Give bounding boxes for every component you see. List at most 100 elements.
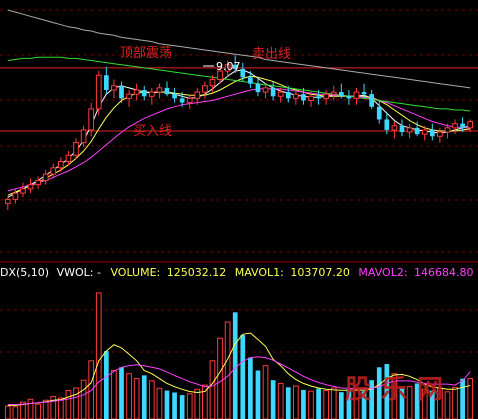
candle (277, 87, 284, 103)
volume-ma-line-2 (7, 356, 471, 405)
volume-bar (103, 351, 109, 419)
candle (12, 188, 19, 204)
candle-body (73, 142, 79, 156)
candle-body (141, 89, 147, 97)
candle-body (346, 96, 352, 99)
volume-bar (20, 401, 26, 419)
vwol-value: VWOL: - (57, 266, 101, 279)
volume-bar (50, 395, 57, 419)
candle-body (293, 93, 299, 99)
candle (399, 119, 405, 137)
volume-bar (186, 393, 193, 419)
volume-bar (330, 387, 337, 419)
volume-bar (209, 360, 216, 419)
candle (224, 60, 231, 78)
candle (330, 85, 337, 101)
volume-bar (194, 388, 201, 419)
candle-body (444, 127, 451, 133)
candle (111, 79, 117, 99)
candle-body (285, 92, 291, 99)
candle (301, 87, 306, 105)
candle (186, 94, 193, 109)
candle-body (406, 127, 413, 133)
candle-body (95, 74, 102, 110)
candle-body (126, 93, 132, 99)
candle-body (437, 131, 443, 137)
candle-body (338, 92, 344, 97)
candle-body (156, 87, 163, 93)
candle-body (460, 123, 465, 128)
buy-line-label: 买入线 (133, 124, 172, 139)
reference-lines (0, 67, 478, 132)
candle (270, 81, 276, 101)
volume-bar (316, 388, 321, 419)
candle (421, 125, 428, 141)
candle (391, 121, 398, 139)
candle (35, 176, 41, 189)
candle (255, 77, 261, 97)
indicator-prefix: DX(5,10) (0, 266, 49, 279)
ma-line-green (7, 56, 471, 112)
indicator-header: DX(5,10) VWOL: - VOLUME: 125032.12 MAVOL… (0, 266, 474, 279)
candle (285, 85, 291, 103)
candle (414, 121, 420, 137)
volume-bar (338, 392, 344, 419)
candle-body (20, 188, 26, 194)
volume-bar (148, 380, 155, 419)
candle (73, 138, 79, 160)
candle (346, 89, 352, 105)
candle (202, 81, 208, 99)
volume-bar (262, 365, 269, 419)
candle (88, 102, 95, 137)
candle-body (172, 94, 177, 99)
candle (80, 125, 87, 147)
candle (133, 83, 140, 101)
candle-body (27, 184, 34, 190)
candle (217, 66, 223, 84)
candle-body (58, 161, 64, 169)
candle-body (12, 192, 19, 200)
volume-value: 125032.12 (167, 266, 227, 279)
candle (361, 83, 367, 99)
volume-bar (414, 383, 420, 419)
volume-bar (73, 387, 79, 419)
volume-bar (255, 370, 261, 419)
volume-bar (277, 382, 284, 419)
volume-ma-line-1 (7, 332, 471, 406)
volume-bar (232, 312, 238, 419)
candle (172, 87, 177, 103)
candle (384, 113, 390, 135)
candle-body (452, 123, 458, 129)
volume-bar (126, 373, 132, 419)
candle-body (391, 125, 398, 131)
volume-bar (376, 367, 382, 419)
mavol2-label: MAVOL2: (358, 266, 407, 279)
sell-line-label: 卖出线 (252, 47, 291, 62)
candle-body (376, 106, 382, 120)
candle-body (179, 98, 185, 103)
volume-bar (179, 395, 185, 419)
volume-bar (429, 390, 435, 419)
top-oscillation-label: 顶部震荡 (120, 46, 172, 61)
candle (460, 117, 465, 133)
candle (20, 182, 26, 198)
candle-body (133, 89, 140, 95)
candle-body (209, 78, 216, 87)
candle (65, 150, 72, 166)
candle-body (255, 83, 261, 93)
candle-body (103, 75, 109, 90)
candle (141, 85, 147, 101)
volume-bar (452, 386, 458, 419)
candle-body (148, 91, 155, 97)
volume-bar (27, 398, 34, 419)
volume-bars (4, 292, 474, 419)
volume-bar (460, 378, 465, 419)
candle (179, 92, 185, 107)
volume-bar (35, 403, 41, 419)
candle (248, 71, 253, 88)
candle-body (88, 108, 95, 131)
candle (338, 83, 344, 99)
candle-body (65, 154, 72, 163)
moving-averages (7, 9, 471, 198)
